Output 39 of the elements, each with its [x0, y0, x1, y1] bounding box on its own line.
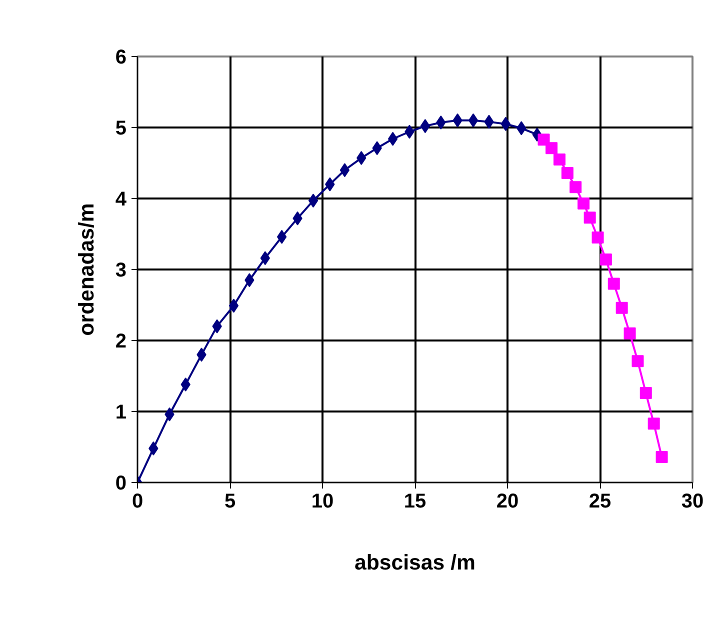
- x-tick-label: 0: [132, 490, 144, 512]
- point: [340, 163, 350, 178]
- point: [468, 113, 478, 128]
- point: [546, 142, 558, 154]
- y-axis-title: ordenadas/m: [74, 203, 98, 336]
- point: [570, 181, 582, 194]
- y-tick-label: 6: [115, 46, 126, 68]
- x-tick-label: 20: [496, 490, 519, 512]
- point: [553, 153, 566, 166]
- y-tick-label: 1: [115, 402, 126, 424]
- point: [608, 278, 620, 290]
- point: [561, 166, 574, 179]
- point: [632, 355, 644, 368]
- x-tick-label: 10: [311, 490, 334, 512]
- point: [656, 450, 668, 463]
- point: [584, 212, 596, 224]
- point: [648, 418, 660, 430]
- x-axis-title: abscisas /m: [354, 550, 476, 574]
- y-tick-label: 2: [115, 330, 126, 352]
- point: [624, 327, 636, 340]
- y-tick-label: 5: [115, 118, 126, 140]
- point: [308, 194, 318, 208]
- point: [616, 302, 628, 314]
- y-tick-label: 4: [115, 188, 128, 210]
- point: [388, 132, 398, 146]
- point: [538, 134, 550, 146]
- y-tick-label: 0: [115, 472, 126, 494]
- point: [592, 232, 604, 244]
- point: [600, 254, 612, 266]
- x-tick-label: 30: [681, 490, 704, 512]
- x-tick-label: 25: [588, 490, 612, 512]
- point: [420, 119, 430, 134]
- point: [578, 197, 590, 210]
- point: [228, 298, 239, 313]
- x-tick-label: 15: [404, 490, 426, 512]
- y-tick-label: 3: [115, 260, 126, 282]
- x-tick-label: 5: [224, 490, 236, 512]
- point: [640, 387, 652, 400]
- point: [276, 230, 287, 244]
